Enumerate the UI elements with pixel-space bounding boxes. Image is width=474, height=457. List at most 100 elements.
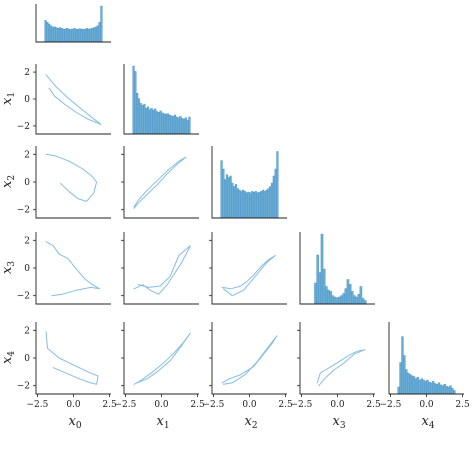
hist-bar-x0 [87,28,90,43]
hist-bar-x4 [399,362,402,395]
hist-bar-x2 [225,174,229,219]
hist-bar-x4 [445,386,448,395]
panel-x2-vs-x2 [211,146,287,219]
x-tick-label: 0.0 [330,400,345,410]
hist-bar-x0 [89,28,92,43]
x-tick-label: −2.5 [203,400,225,410]
hist-bar-x1 [157,112,160,135]
axis-spine [299,232,375,305]
hist-bar-x0 [57,28,60,43]
hist-bar-x2 [243,191,247,219]
hist-bar-x0 [53,26,56,43]
hist-bar-x3 [346,279,350,305]
hist-bar-x0 [66,28,69,43]
hist-bar-x1 [141,105,144,135]
scatter-series-x4-vs-x2 [221,335,278,385]
hist-bar-x3 [353,295,356,305]
hist-bar-x2 [234,184,238,219]
hist-bar-x0 [91,28,94,43]
hist-bar-x4 [416,377,420,395]
panel-x1-vs-x1 [123,64,199,135]
hist-bar-x1 [139,103,142,135]
hist-bar-x1 [134,71,137,135]
hist-bar-x1 [164,114,168,135]
panel-x0-vs-x0 [35,4,111,43]
hist-bar-x2 [242,189,245,219]
x-tick-label: 2.5 [366,400,381,410]
hist-bar-x4 [420,378,423,395]
hist-bar-x2 [274,168,277,219]
hist-bar-x2 [260,191,263,219]
hist-bar-x1 [150,107,153,135]
x-tick-label: 2.5 [278,400,293,410]
panel-x4-vs-x0 [33,322,111,397]
scatter-series-x3-vs-x1 [133,245,191,295]
panel-x4-vs-x3 [297,322,375,397]
x-axis-label-x1: x1 [157,414,170,431]
hist-bar-x4 [422,379,425,395]
axis-spine [388,322,464,395]
hist-bar-x3 [314,282,317,305]
hist-bar-x2 [269,186,272,219]
hist-bar-x1 [146,106,150,135]
y-tick-label: 2 [24,68,30,78]
hist-bar-x0 [51,26,54,43]
y-tick-label: 2 [24,326,30,336]
hist-bar-x0 [60,28,63,43]
scatter-series-x2-vs-x1 [133,156,187,209]
panel-x4-vs-x2 [209,322,287,397]
y-tick-label: 0 [24,354,30,364]
panels-layer [33,4,464,397]
panel-x2-vs-x0 [33,146,111,219]
hist-bar-x2 [276,151,279,219]
hist-bar-x3 [359,286,363,305]
x-tick-label: 2.5 [190,400,205,410]
hist-bar-x1 [186,120,189,135]
labels-layer: −202−202−202−202−2.5 0.0 2.5−2.5 0.0 2.5−2.5… [0,68,470,431]
hist-bar-x4 [439,384,443,395]
hist-bar-x1 [182,118,186,135]
hist-bar-x1 [168,114,171,135]
hist-bar-x1 [154,108,157,135]
hist-bar-x1 [159,110,162,135]
hist-bar-x0 [71,28,74,43]
hist-bar-x4 [414,378,418,395]
x-tick-label: 0.0 [242,400,257,410]
hist-bar-x1 [175,116,178,135]
hist-bar-x2 [249,192,252,219]
hist-bar-x0 [84,28,87,43]
hist-bar-x3 [351,291,354,305]
hist-bar-x1 [179,116,182,135]
x-axis-label-x4: x4 [422,414,435,431]
hist-bar-x1 [184,117,187,135]
hist-bar-x4 [435,384,439,395]
hist-bar-x0 [82,29,85,43]
y-tick-label: 2 [24,236,30,246]
x-tick-label: −2.5 [291,400,313,410]
x-tick-label: 2.5 [102,400,117,410]
hist-bar-x2 [254,191,257,219]
hist-bar-x1 [161,112,164,135]
hist-bar-x0 [76,29,80,43]
x-tick-label: 0.0 [154,400,169,410]
x-tick-label: 2.5 [455,400,470,410]
hist-bar-x2 [247,191,250,219]
hist-bar-x4 [437,382,441,395]
axis-spine [123,64,199,135]
hist-bar-x4 [403,355,406,395]
hist-bar-x2 [227,177,230,219]
y-tick-label: 0 [24,95,30,105]
hist-bar-x4 [408,374,412,395]
hist-bar-x4 [412,376,416,395]
y-tick-label: 0 [24,178,30,188]
hist-bar-x2 [245,192,248,219]
x-axis-label-x2: x2 [245,414,258,431]
x-tick-label: −2.5 [27,400,49,410]
hist-bar-x0 [75,28,78,43]
hist-bar-x2 [258,191,261,219]
hist-bar-x0 [85,28,89,43]
hist-bar-x3 [316,254,319,305]
hist-bar-x1 [166,113,169,135]
axis-spine [35,64,111,135]
panel-x4-vs-x1 [121,322,199,397]
